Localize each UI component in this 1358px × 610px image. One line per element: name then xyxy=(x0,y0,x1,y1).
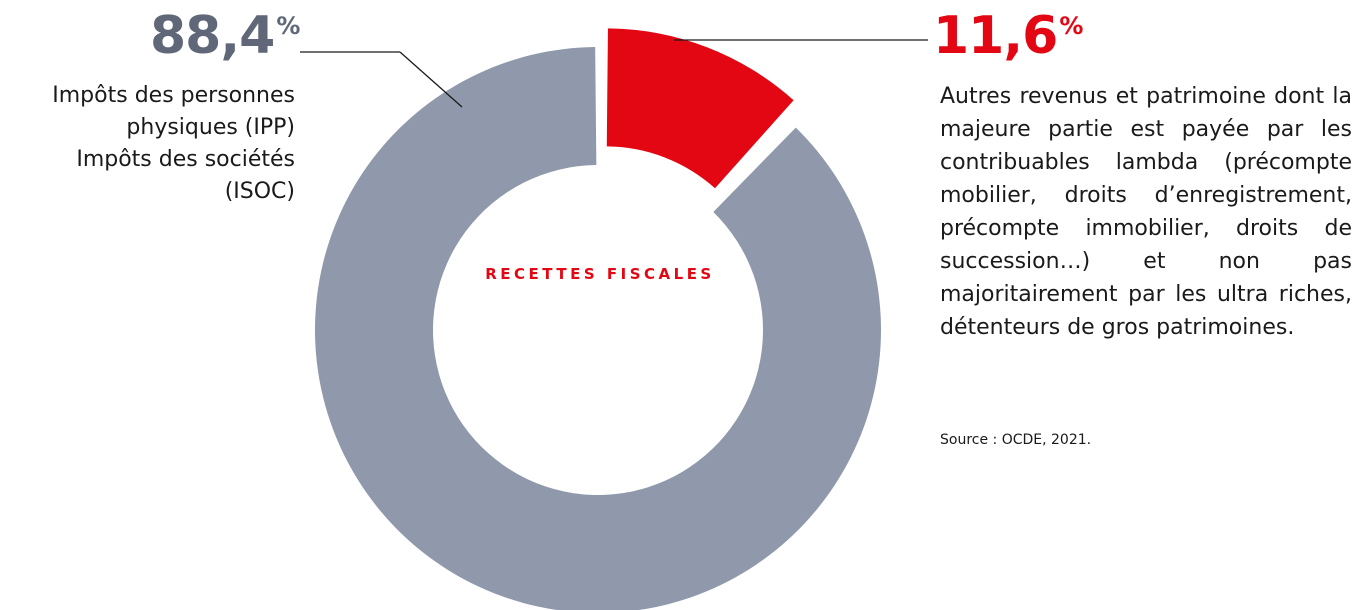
main-description-line: physiques (IPP) xyxy=(126,115,295,140)
highlight-percentage-unit: % xyxy=(1059,12,1083,40)
highlight-description: Autres revenus et patrimoine dont la maj… xyxy=(940,84,1352,340)
slice-highlight xyxy=(606,28,794,189)
main-description: Impôts des personnes physiques (IPP) Imp… xyxy=(0,80,295,208)
donut-slices xyxy=(315,28,881,610)
center-label: RECETTES FISCALES xyxy=(485,265,715,283)
leader-line-left-diag xyxy=(399,51,463,108)
main-description-line: (ISOC) xyxy=(224,179,295,204)
slice-main xyxy=(315,47,881,610)
source-note: Source : OCDE, 2021. xyxy=(940,432,1092,448)
main-percentage-unit: % xyxy=(276,12,300,40)
highlight-percentage-value: 11,6 xyxy=(933,6,1058,66)
main-percentage-value: 88,4 xyxy=(150,6,275,66)
main-percentage: 88,4% xyxy=(150,10,300,62)
main-description-line: Impôts des personnes xyxy=(52,83,295,108)
highlight-percentage: 11,6% xyxy=(933,10,1083,62)
main-description-line: Impôts des sociétés xyxy=(76,147,295,172)
